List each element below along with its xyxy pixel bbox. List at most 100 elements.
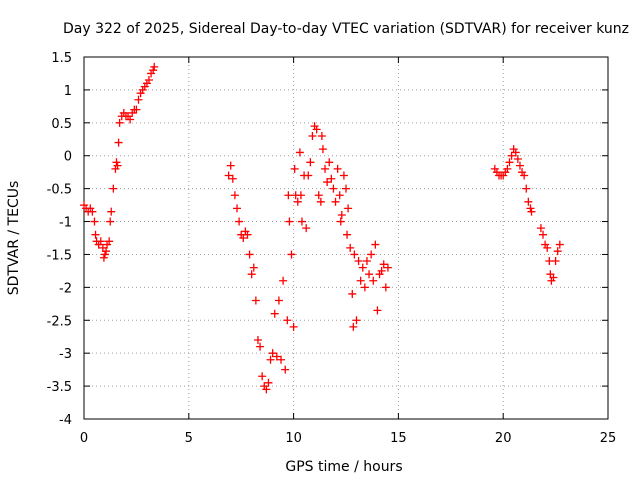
data-point — [256, 342, 265, 351]
data-point — [354, 257, 363, 266]
y-tick-label: -0.5 — [47, 183, 72, 198]
data-point — [289, 322, 298, 331]
y-tick-label: -1 — [59, 216, 72, 231]
data-point — [365, 270, 374, 279]
data-point — [553, 247, 562, 256]
data-point — [277, 355, 286, 364]
data-point — [264, 378, 273, 387]
data-point — [536, 224, 545, 233]
data-point — [346, 243, 355, 252]
data-point — [339, 171, 348, 180]
data-point — [247, 270, 256, 279]
data-point — [333, 164, 342, 173]
data-point — [511, 148, 520, 157]
data-point — [226, 161, 235, 170]
y-tick-label: -2 — [59, 281, 72, 296]
data-point — [88, 207, 97, 216]
y-axis-label: SDTVAR / TECUs — [6, 181, 22, 296]
data-point — [335, 191, 344, 200]
data-point — [344, 204, 353, 213]
grid — [84, 57, 608, 419]
data-point — [302, 224, 311, 233]
series-segment-3 — [490, 145, 564, 285]
data-point — [505, 158, 514, 167]
data-point — [270, 309, 279, 318]
data-point — [235, 217, 244, 226]
data-point — [228, 174, 237, 183]
data-point — [373, 306, 382, 315]
x-tick-label: 10 — [285, 431, 302, 446]
data-point — [350, 250, 359, 259]
data-point — [383, 263, 392, 272]
data-point — [312, 125, 321, 134]
data-point — [369, 276, 378, 285]
data-point — [102, 247, 111, 256]
data-point — [115, 118, 124, 127]
data-point — [293, 197, 302, 206]
series-segment-2 — [224, 122, 392, 394]
data-point — [245, 250, 254, 259]
data-point — [107, 207, 116, 216]
data-point — [356, 276, 365, 285]
data-point — [134, 95, 143, 104]
y-tick-label: 1 — [64, 84, 72, 99]
data-point — [507, 151, 516, 160]
data-point — [272, 352, 281, 361]
data-point — [381, 283, 390, 292]
data-point — [349, 322, 358, 331]
data-point — [106, 217, 115, 226]
data-point — [251, 296, 260, 305]
data-point — [524, 197, 533, 206]
data-point — [285, 217, 294, 226]
data-point — [342, 184, 350, 193]
data-point — [316, 197, 325, 206]
data-point — [331, 197, 340, 206]
y-tick-label: 1.5 — [51, 51, 72, 66]
x-tick-label: 5 — [185, 431, 193, 446]
x-axis-label: GPS time / hours — [285, 459, 402, 475]
data-point — [279, 276, 288, 285]
data-point — [321, 164, 330, 173]
data-point — [90, 217, 99, 226]
data-point — [520, 171, 529, 180]
data-point — [549, 273, 558, 282]
data-point — [144, 76, 153, 85]
data-point — [224, 171, 233, 180]
data-point — [308, 131, 317, 140]
y-tick-label: -3.5 — [47, 380, 72, 395]
y-tick-label: -4 — [59, 413, 72, 428]
data-point — [555, 240, 564, 249]
data-point — [314, 191, 323, 200]
data-point — [262, 385, 271, 394]
data-point — [329, 184, 338, 193]
data-point — [243, 230, 252, 239]
data-point — [233, 204, 242, 213]
data-point — [360, 283, 369, 292]
data-point — [336, 217, 345, 226]
data-point — [290, 164, 299, 173]
series-segment-1 — [80, 62, 159, 262]
y-tick-label: -2.5 — [47, 314, 72, 329]
data-point — [352, 316, 361, 325]
data-point — [539, 230, 548, 239]
data-point — [513, 155, 522, 164]
data-point — [522, 184, 531, 193]
data-point — [150, 62, 159, 71]
data-point — [348, 289, 357, 298]
data-point — [96, 237, 105, 246]
axis-ticks: 0 5 10 15 20 25 -4 -3.5 -3 -2.5 -2 -1.5 -1 -0.5 0 0.5 1 1… — [47, 51, 617, 446]
data-point — [527, 207, 536, 216]
data-point — [281, 365, 290, 374]
plot-frame — [83, 56, 609, 420]
data-point — [266, 355, 275, 364]
y-tick-label: 0.5 — [51, 117, 72, 132]
data-point — [126, 115, 135, 124]
data-point — [274, 296, 283, 305]
data-point — [287, 250, 296, 259]
data-point — [284, 191, 293, 200]
data-point — [323, 178, 332, 187]
data-point — [114, 138, 123, 147]
data-point — [327, 174, 336, 183]
data-point — [337, 210, 346, 219]
